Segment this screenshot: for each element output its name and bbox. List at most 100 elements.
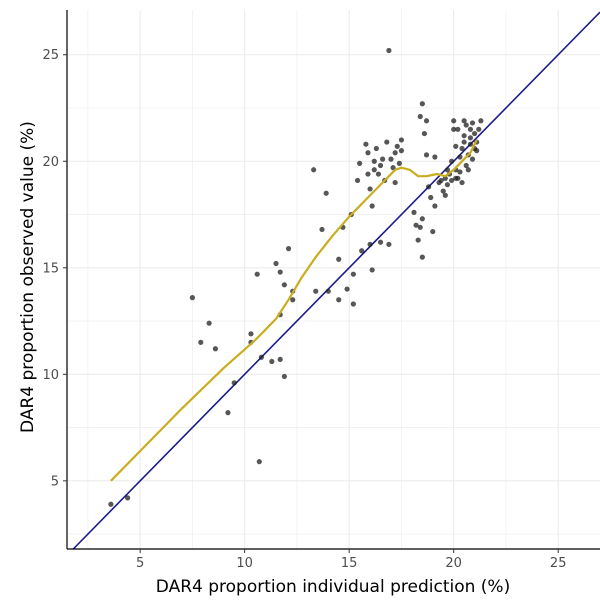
data-point [371, 158, 377, 164]
data-point [254, 271, 260, 277]
data-point [212, 346, 219, 352]
data-point [398, 148, 405, 154]
data-point [323, 190, 329, 196]
grid-lines [67, 10, 600, 549]
data-point [467, 126, 474, 132]
data-point [467, 141, 474, 147]
data-point [392, 150, 398, 156]
x-tick-label: 20 [445, 556, 462, 571]
data-point [451, 118, 457, 124]
data-point [440, 188, 446, 194]
data-point [415, 237, 421, 243]
data-point [269, 358, 275, 365]
data-point [256, 459, 262, 465]
data-point [285, 246, 292, 252]
data-point [419, 254, 425, 260]
y-tick-label: 5 [51, 474, 59, 489]
y-tick-label: 15 [42, 261, 59, 276]
smooth-line-group [110, 139, 478, 482]
data-point [281, 282, 287, 288]
data-point [421, 130, 428, 137]
data-point [396, 160, 402, 166]
data-point [384, 139, 390, 145]
data-point [461, 139, 467, 145]
data-point [281, 373, 287, 380]
data-point [350, 271, 356, 277]
y-tick-label: 20 [42, 155, 59, 170]
data-point [277, 269, 283, 275]
data-point [273, 260, 279, 267]
data-point [423, 118, 430, 124]
data-point [371, 167, 377, 173]
data-point [432, 154, 438, 160]
data-point [365, 171, 371, 177]
x-tick-label: 10 [236, 556, 253, 571]
data-point [465, 167, 471, 173]
x-axis-title: DAR4 proportion individual prediction (%… [156, 577, 510, 597]
data-point [325, 288, 331, 294]
data-point [459, 179, 465, 186]
data-point [471, 130, 478, 137]
data-point [455, 126, 461, 132]
data-point [461, 133, 467, 139]
data-point [467, 135, 474, 141]
data-point [453, 143, 459, 149]
data-point [392, 179, 398, 186]
identity-line [72, 11, 600, 550]
data-point [413, 222, 419, 228]
data-point [444, 167, 451, 173]
data-point [474, 148, 480, 154]
x-tick-label: 25 [550, 556, 567, 571]
data-point [277, 356, 283, 362]
data-point [463, 122, 469, 128]
data-point [430, 228, 436, 235]
data-point [354, 177, 361, 184]
data-point [438, 177, 444, 184]
data-point [478, 118, 484, 124]
data-point [419, 216, 425, 222]
y-tick-labels: 5 10 15 20 25 [42, 48, 67, 489]
data-point [125, 495, 131, 501]
identity-line-group [72, 11, 600, 550]
data-point [377, 239, 384, 245]
x-tick-labels: 5 10 15 20 25 [136, 549, 566, 571]
data-point [189, 295, 196, 301]
data-point [448, 177, 455, 184]
data-point [380, 156, 386, 162]
data-point [258, 354, 264, 360]
data-point [313, 288, 319, 294]
data-point [469, 120, 476, 126]
data-point [455, 175, 461, 181]
data-point [398, 137, 405, 143]
data-point [419, 101, 425, 107]
x-tick-label: 5 [136, 556, 144, 571]
data-point [426, 184, 432, 190]
data-point [442, 192, 448, 198]
data-point [311, 167, 317, 173]
data-point [369, 203, 375, 209]
data-point [428, 194, 434, 201]
data-point [336, 297, 342, 303]
data-point [463, 162, 469, 169]
data-point [365, 150, 371, 156]
data-point [350, 301, 356, 307]
data-point [457, 169, 463, 175]
data-point [367, 241, 373, 247]
data-point [369, 267, 375, 273]
data-point [290, 297, 296, 303]
data-point [336, 256, 342, 262]
data-point [448, 158, 455, 164]
data-point [459, 145, 465, 152]
data-point [390, 165, 396, 171]
data-point [442, 175, 448, 181]
data-point [363, 141, 369, 147]
x-tick-label: 15 [341, 556, 358, 571]
data-point [231, 380, 237, 386]
data-point [417, 113, 423, 120]
y-axis-title: DAR4 proportion observed value (%) [18, 121, 38, 433]
data-point [373, 145, 379, 152]
data-point [386, 241, 392, 247]
smooth-trend-line [110, 139, 478, 482]
data-point [469, 156, 476, 162]
